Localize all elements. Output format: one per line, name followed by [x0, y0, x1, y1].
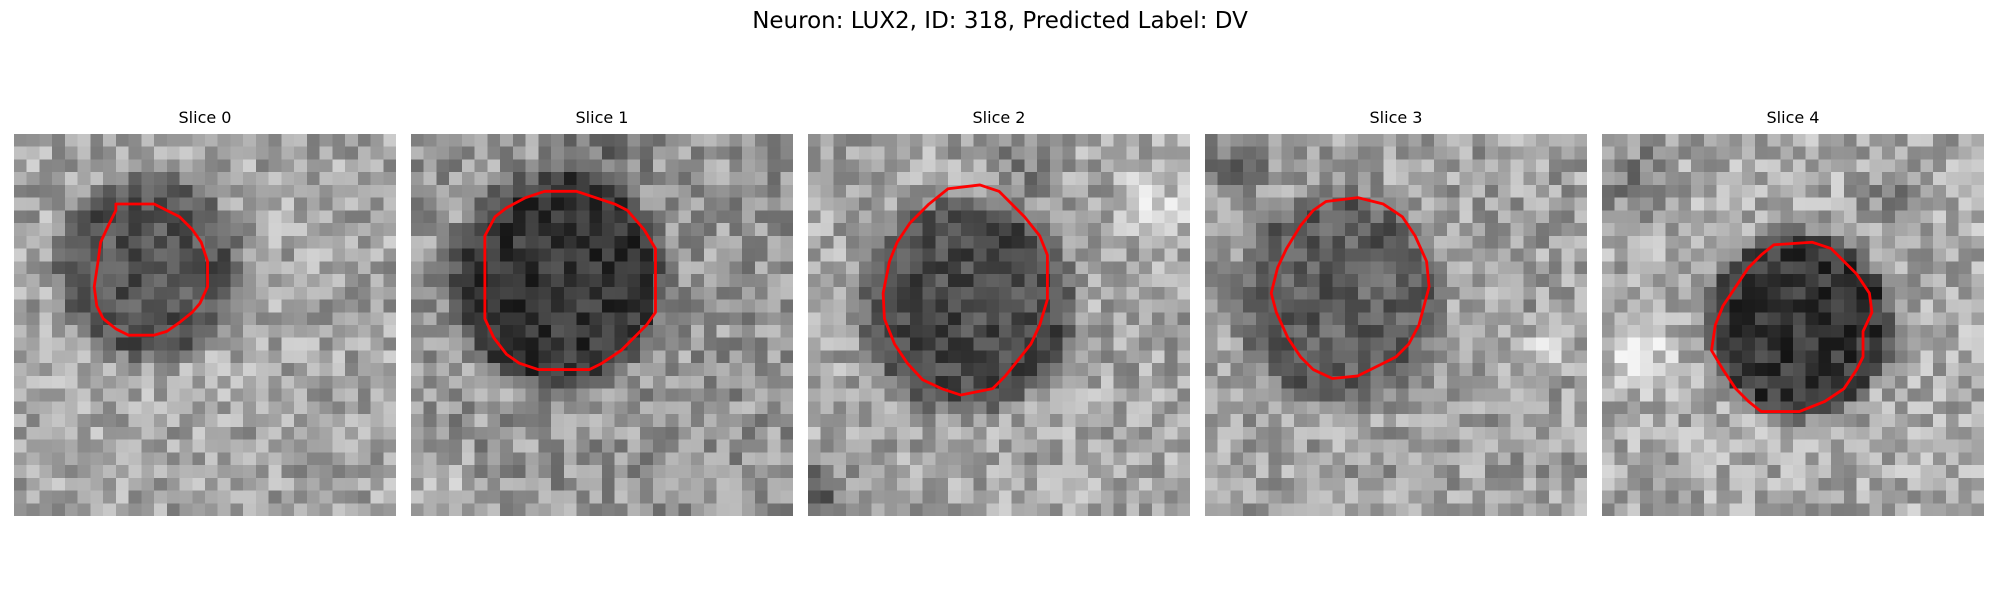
slice-panel-0: Slice 0: [14, 108, 396, 516]
slice-title-0: Slice 0: [178, 108, 232, 127]
slice-title-1: Slice 1: [575, 108, 629, 127]
slice-image-2: [808, 134, 1190, 516]
slice-image-4: [1602, 134, 1984, 516]
pixel-grid-4: [1602, 134, 1984, 516]
slice-panel-1: Slice 1: [411, 108, 793, 516]
pixel-grid-3: [1205, 134, 1587, 516]
slice-title-4: Slice 4: [1766, 108, 1820, 127]
slice-title-2: Slice 2: [972, 108, 1026, 127]
slice-image-0: [14, 134, 396, 516]
pixel-grid-0: [14, 134, 396, 516]
slice-panel-3: Slice 3: [1205, 108, 1587, 516]
figure-title: Neuron: LUX2, ID: 318, Predicted Label: …: [752, 8, 1248, 34]
pixel-grid-1: [411, 134, 793, 516]
slice-title-3: Slice 3: [1369, 108, 1423, 127]
roi-contour-4: [1710, 240, 1874, 413]
pixel-grid-2: [808, 134, 1190, 516]
slice-image-1: [411, 134, 793, 516]
slice-panel-2: Slice 2: [808, 108, 1190, 516]
roi-contour-0: [92, 202, 209, 337]
roi-contour-2: [881, 183, 1049, 397]
slice-image-3: [1205, 134, 1587, 516]
slice-panel-4: Slice 4: [1602, 108, 1984, 516]
roi-contour-1: [483, 189, 657, 371]
roi-contour-3: [1269, 196, 1431, 380]
